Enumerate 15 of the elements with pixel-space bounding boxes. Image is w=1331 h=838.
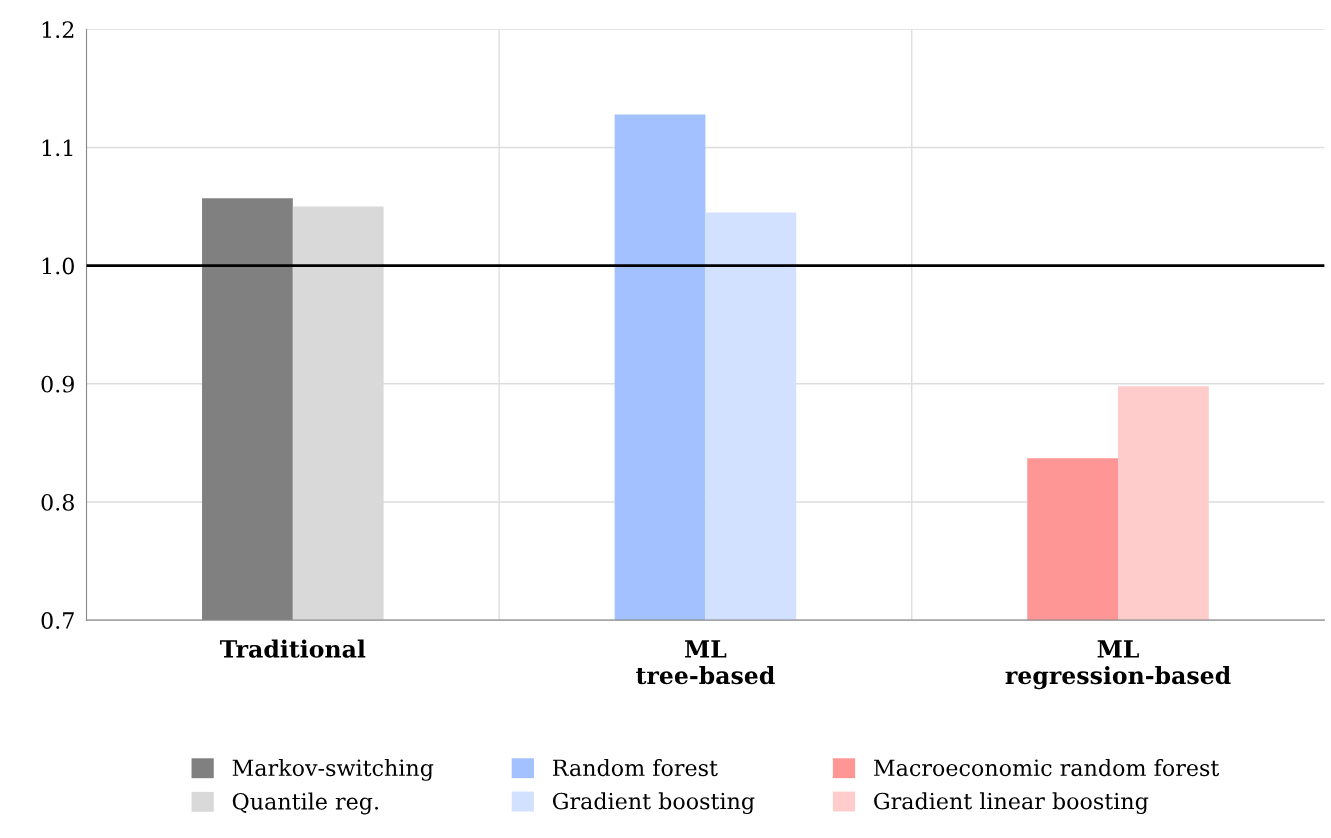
legend-label: Macroeconomic random forest [873, 758, 1220, 777]
legend-label: Markov-switching [232, 758, 434, 781]
y-tick-label: 0.8 [41, 493, 74, 511]
legend-label: Random forest [552, 758, 718, 777]
y-tick-label: 1.2 [42, 21, 74, 39]
x-tick-label: Traditional [220, 639, 366, 658]
legend-label: Gradient linear boosting [874, 792, 1149, 815]
y-tick-label: 1.0 [42, 257, 74, 275]
x-tick-label: ML tree-based [636, 640, 775, 685]
legend-label: Gradient boosting [552, 792, 755, 815]
y-tick-label: 0.7 [41, 612, 74, 629]
y-tick-label: 0.9 [41, 375, 74, 393]
legend-label: Quantile reg. [232, 792, 378, 815]
y-tick-label: 1.1 [42, 139, 73, 157]
x-tick-label: ML regression-based [1005, 640, 1231, 690]
